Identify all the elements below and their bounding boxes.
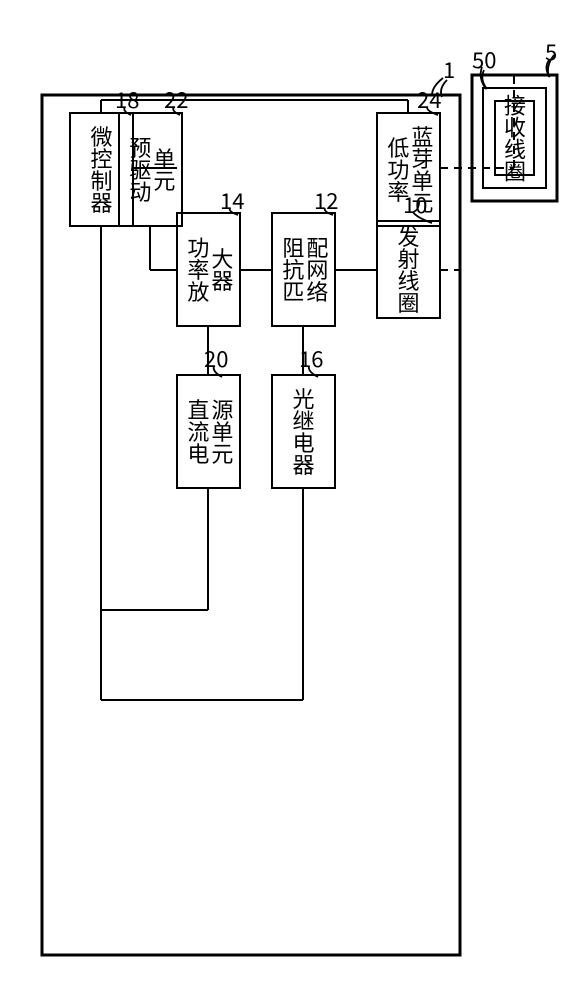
svg-text:发射线圈: 发射线圈 (393, 226, 425, 314)
svg-text:配网络: 配网络 (301, 237, 333, 303)
svg-text:1: 1 (443, 53, 455, 85)
block-diagram: 1接收线圈550发射线圈10阻抗匹配网络12功率放大器14光继电器16微控制器1… (0, 0, 562, 1000)
svg-text:微控制器: 微控制器 (86, 126, 118, 214)
svg-text:大器: 大器 (206, 248, 238, 292)
svg-text:单元: 单元 (148, 148, 180, 192)
svg-text:源单元: 源单元 (206, 399, 238, 465)
svg-text:14: 14 (220, 184, 244, 216)
svg-text:蓝芽单元: 蓝芽单元 (406, 126, 438, 214)
svg-text:光继电器: 光继电器 (288, 388, 320, 476)
